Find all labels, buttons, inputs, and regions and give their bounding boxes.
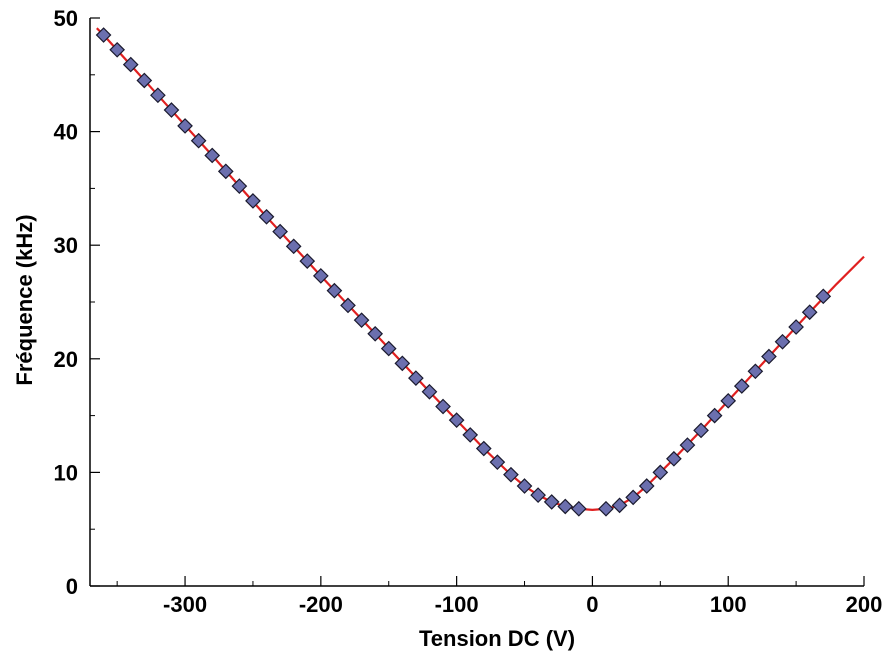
data-point-diamond (516, 478, 533, 494)
data-point-diamond (706, 407, 723, 424)
data-point-diamond (408, 370, 424, 386)
data-point-diamond (245, 193, 261, 209)
data-point-diamond (150, 87, 166, 104)
data-point-diamond (611, 497, 628, 514)
data-point-diamond (353, 312, 370, 329)
axes: -300 -200 -100 0 100 200 0 10 20 30 40 50 (54, 6, 883, 617)
data-point-diamond (747, 363, 764, 380)
data-point-diamond (435, 398, 451, 415)
x-tick-label: 200 (846, 592, 883, 617)
data-point-diamond (136, 72, 153, 89)
data-point-diamond (679, 437, 696, 453)
data-point-diamond (625, 489, 642, 506)
y-tick-label: 50 (54, 6, 78, 31)
x-axis-title: Tension DC (V) (419, 626, 575, 651)
data-point-diamond (543, 494, 560, 510)
data-point-diamond (801, 304, 818, 321)
data-point-diamond (557, 498, 574, 515)
data-point-diamond (272, 223, 288, 240)
data-point-diamond (733, 378, 750, 394)
x-tick-label: -300 (163, 592, 207, 617)
data-point-diamond (598, 500, 614, 517)
x-tick-label: -200 (299, 592, 343, 617)
data-point-diamond (530, 487, 546, 503)
data-point-diamond (448, 412, 465, 428)
data-point-diamond (570, 500, 587, 517)
data-point-diamond (95, 27, 112, 43)
plot-area (95, 27, 865, 517)
data-point-diamond (774, 333, 791, 350)
data-point-diamond (394, 355, 411, 372)
data-point-diamond (367, 325, 384, 342)
data-point-diamond (761, 348, 777, 365)
y-tick-label: 0 (66, 574, 78, 599)
data-point-diamond (312, 268, 329, 284)
data-point-diamond (462, 427, 479, 443)
data-point-diamond (204, 147, 221, 164)
data-point-diamond (231, 178, 248, 194)
y-axis-title: Fréquence (kHz) (12, 214, 37, 385)
data-point-diamond (258, 208, 275, 225)
data-point-diamond (503, 466, 519, 483)
data-point-diamond (177, 118, 193, 134)
data-point-diamond (109, 41, 126, 58)
data-point-diamond (693, 422, 709, 439)
data-point-diamond (421, 383, 438, 400)
x-tick-label: -100 (435, 592, 479, 617)
data-point-diamond (720, 392, 737, 409)
fit-line (96, 27, 865, 511)
y-tick-label: 40 (54, 120, 78, 145)
y-tick-label: 10 (54, 460, 78, 485)
data-point-diamond (652, 464, 669, 481)
data-point-diamond (122, 56, 139, 73)
data-point-diamond (815, 288, 832, 305)
data-point-diamond (190, 132, 207, 149)
y-tick-label: 30 (54, 233, 78, 258)
data-point-diamond (163, 102, 180, 118)
data-point-diamond (489, 454, 506, 471)
data-point-diamond (380, 340, 397, 357)
data-point-diamond (475, 440, 492, 457)
y-tick-label: 20 (54, 347, 78, 372)
data-point-diamond (666, 450, 682, 467)
data-point-diamond (326, 282, 343, 299)
data-point-diamond (285, 238, 302, 255)
x-tick-label: 0 (586, 592, 598, 617)
data-point-diamond (638, 478, 655, 494)
data-point-diamond (788, 319, 804, 335)
data-point-diamond (340, 297, 356, 314)
x-tick-label: 100 (710, 592, 747, 617)
data-point-diamond (217, 163, 234, 180)
data-point-diamond (299, 253, 316, 269)
